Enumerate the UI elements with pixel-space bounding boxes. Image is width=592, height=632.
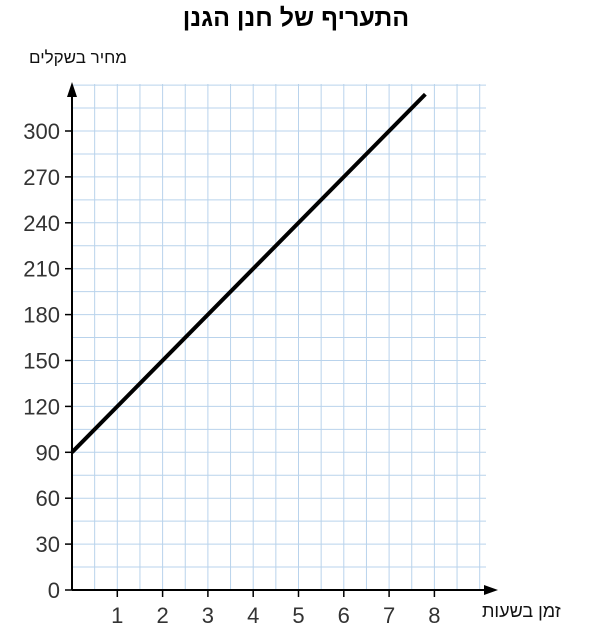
y-tick-label: 210 xyxy=(23,257,60,282)
chart-title: התעריף של חנן הגנן xyxy=(182,4,410,32)
y-tick-label: 60 xyxy=(36,486,60,511)
y-tick-label: 30 xyxy=(36,532,60,557)
y-tick-label: 270 xyxy=(23,165,60,190)
y-axis-label: מחיר בשקלים xyxy=(29,48,127,67)
y-axis-arrow xyxy=(67,82,77,97)
x-axis-arrow xyxy=(484,585,498,595)
tick-labels: 1 2 3 4 5 6 7 8 0 30 60 90 120 150 180 210 240 270 300 xyxy=(23,119,440,628)
y-tick-label: 120 xyxy=(23,394,60,419)
grid xyxy=(72,84,486,590)
x-tick-label: 1 xyxy=(111,603,123,628)
y-tick-label: 0 xyxy=(48,578,60,603)
x-tick-label: 4 xyxy=(247,603,259,628)
x-tick-label: 8 xyxy=(428,603,440,628)
axes xyxy=(65,82,498,597)
series-line xyxy=(70,92,427,454)
x-tick-label: 7 xyxy=(383,603,395,628)
x-tick-label: 2 xyxy=(156,603,168,628)
series-group xyxy=(70,92,427,454)
x-tick-label: 6 xyxy=(338,603,350,628)
y-tick-label: 240 xyxy=(23,211,60,236)
y-tick-label: 90 xyxy=(36,440,60,465)
y-tick-label: 180 xyxy=(23,303,60,328)
x-axis-label: זמן בשעות xyxy=(482,601,561,621)
x-tick-label: 3 xyxy=(202,603,214,628)
y-tick-label: 300 xyxy=(23,119,60,144)
y-tick-label: 150 xyxy=(23,349,60,374)
x-tick-label: 5 xyxy=(292,603,304,628)
